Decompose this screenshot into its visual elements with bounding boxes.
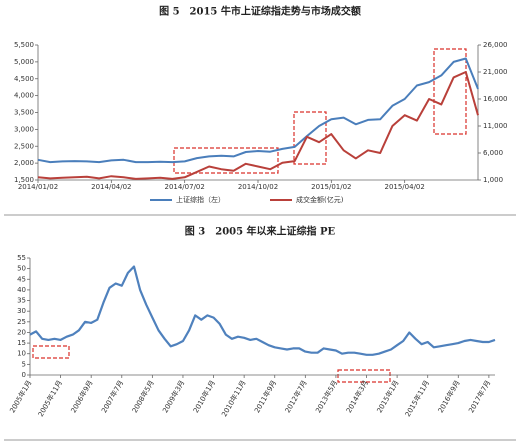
y-tick-label: 40 bbox=[17, 286, 26, 294]
y-tick-label: 5,000 bbox=[14, 58, 34, 66]
x-tick-label: 2015/04/02 bbox=[384, 183, 424, 191]
y2-tick-label: 26,000 bbox=[483, 41, 508, 49]
y-tick-label: 30 bbox=[17, 307, 26, 315]
y-tick-label: 15 bbox=[17, 339, 26, 347]
y-tick-label: 25 bbox=[17, 318, 26, 326]
y2-tick-label: 21,000 bbox=[483, 68, 508, 76]
y-tick-label: 2,000 bbox=[14, 159, 34, 167]
y-tick-label: 1,500 bbox=[14, 176, 34, 184]
x-tick-label: 2015年11月 bbox=[403, 379, 431, 419]
x-tick-label: 2014/04/02 bbox=[91, 183, 131, 191]
chart-title: 图 5 2015 牛市上证综指走势与市场成交额 bbox=[159, 5, 361, 18]
x-tick-label: 2014/07/02 bbox=[164, 183, 204, 191]
x-tick-label: 2006年9月 bbox=[69, 379, 95, 415]
x-tick-label: 2012年7月 bbox=[283, 379, 309, 415]
y-tick-label: 0 bbox=[22, 371, 26, 379]
x-tick-label: 2008年5月 bbox=[130, 379, 156, 415]
x-tick-label: 2017年7月 bbox=[466, 379, 492, 415]
y-tick-label: 10 bbox=[17, 350, 26, 358]
x-tick-label: 2009年3月 bbox=[160, 379, 186, 415]
x-tick-label: 2010年11月 bbox=[219, 379, 247, 419]
y2-tick-label: 1,000 bbox=[483, 176, 503, 184]
x-tick-label: 2016年9月 bbox=[436, 379, 462, 415]
y-tick-label: 45 bbox=[17, 275, 26, 283]
x-tick-label: 2007年7月 bbox=[99, 379, 125, 415]
y-tick-label: 2,500 bbox=[14, 142, 34, 150]
legend-label: 上证综指（左） bbox=[176, 195, 225, 204]
y-tick-label: 55 bbox=[17, 254, 26, 262]
chart-title: 图 3 2005 年以来上证综指 PE bbox=[185, 225, 336, 238]
y-tick-label: 4,500 bbox=[14, 75, 34, 83]
series-line bbox=[29, 265, 496, 356]
x-tick-label: 2005年1月 bbox=[8, 379, 34, 415]
highlight-box bbox=[433, 48, 467, 135]
y-tick-label: 50 bbox=[17, 265, 26, 273]
x-tick-label: 2014年3月 bbox=[344, 379, 370, 415]
y-tick-label: 20 bbox=[17, 328, 26, 336]
highlight-box bbox=[337, 369, 391, 383]
x-tick-label: 2010年1月 bbox=[191, 379, 217, 415]
y-tick-label: 3,000 bbox=[14, 125, 34, 133]
legend-label: 成交金额(亿元) bbox=[296, 195, 344, 204]
highlight-boxes bbox=[32, 48, 467, 383]
x-tick-label: 2015年1月 bbox=[375, 379, 401, 415]
y-tick-label: 3,500 bbox=[14, 109, 34, 117]
highlight-box bbox=[173, 147, 279, 174]
x-tick-label: 2011年9月 bbox=[252, 379, 278, 415]
x-tick-label: 2005年11月 bbox=[36, 379, 64, 419]
series-line bbox=[37, 57, 479, 164]
y-tick-label: 5 bbox=[22, 360, 26, 368]
y-tick-label: 4,000 bbox=[14, 92, 34, 100]
y2-tick-label: 16,000 bbox=[483, 95, 508, 103]
y-tick-label: 5,500 bbox=[14, 41, 34, 49]
x-tick-label: 2013年5月 bbox=[313, 379, 339, 415]
highlight-box bbox=[32, 345, 70, 359]
series-line bbox=[37, 71, 479, 180]
x-tick-label: 2015/01/02 bbox=[311, 183, 351, 191]
y2-tick-label: 6,000 bbox=[483, 149, 503, 157]
x-tick-label: 2014/10/02 bbox=[238, 183, 278, 191]
y2-tick-label: 11,000 bbox=[483, 122, 508, 130]
x-tick-label: 2014/01/02 bbox=[18, 183, 58, 191]
y-tick-label: 35 bbox=[17, 297, 26, 305]
